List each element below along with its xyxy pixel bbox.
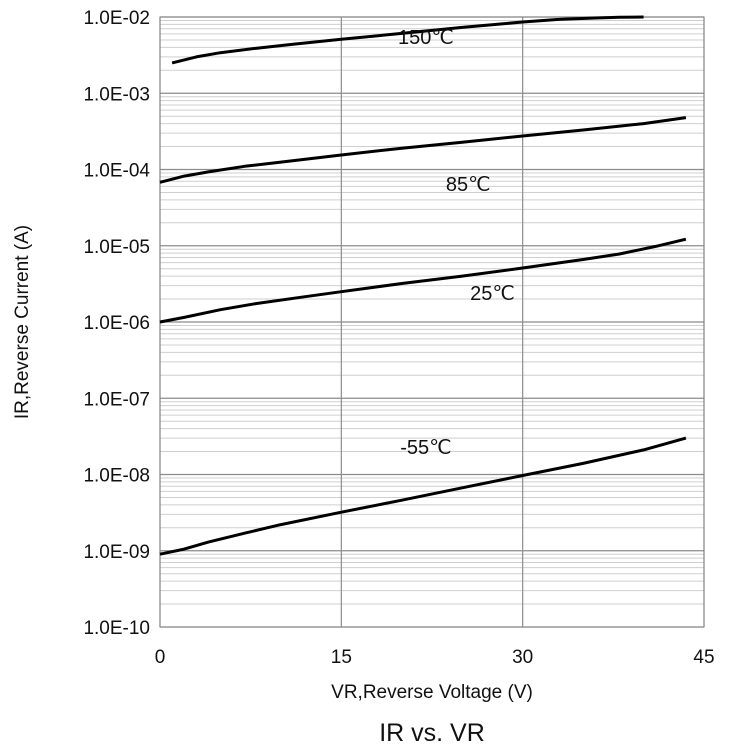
y-tick-label: 1.0E-05: [83, 237, 150, 258]
y-tick-label: 1.0E-02: [83, 8, 150, 29]
x-tick-label: 45: [693, 647, 714, 668]
x-tick-label: 15: [331, 647, 352, 668]
y-tick-label: 1.0E-10: [83, 618, 150, 639]
x-tick-label: 0: [155, 647, 166, 668]
x-axis-title: VR,Reverse Voltage (V): [331, 682, 533, 703]
y-tick-label: 1.0E-08: [83, 466, 150, 487]
major-gridlines: [159, 16, 705, 628]
series-lines: [159, 15, 687, 556]
series-line: [159, 237, 687, 324]
x-tick-labels: 0 15 30 45: [155, 647, 715, 668]
y-tick-label: 1.0E-07: [83, 389, 150, 410]
minor-gridlines: [160, 19, 704, 605]
y-tick-labels: 1.0E-10 1.0E-09 1.0E-08 1.0E-07 1.0E-06 1.0E-…: [83, 8, 150, 639]
series-label: 150℃: [398, 27, 454, 49]
y-tick-label: 1.0E-03: [83, 84, 150, 105]
series-label: -55℃: [400, 437, 451, 459]
y-tick-label: 1.0E-09: [83, 542, 150, 563]
series-labels: 150℃ 85℃ 25℃ -55℃: [398, 27, 515, 459]
series-line: [171, 15, 644, 65]
series-label: 85℃: [446, 174, 491, 196]
series-label: 25℃: [470, 283, 515, 305]
series-line: [159, 116, 687, 184]
series-line: [159, 436, 687, 556]
y-axis-title: IR,Reverse Current (A): [12, 225, 33, 419]
chart-caption: IR vs. VR: [379, 719, 485, 747]
y-tick-label: 1.0E-06: [83, 313, 150, 334]
x-tick-label: 30: [512, 647, 533, 668]
y-tick-label: 1.0E-04: [83, 161, 150, 182]
